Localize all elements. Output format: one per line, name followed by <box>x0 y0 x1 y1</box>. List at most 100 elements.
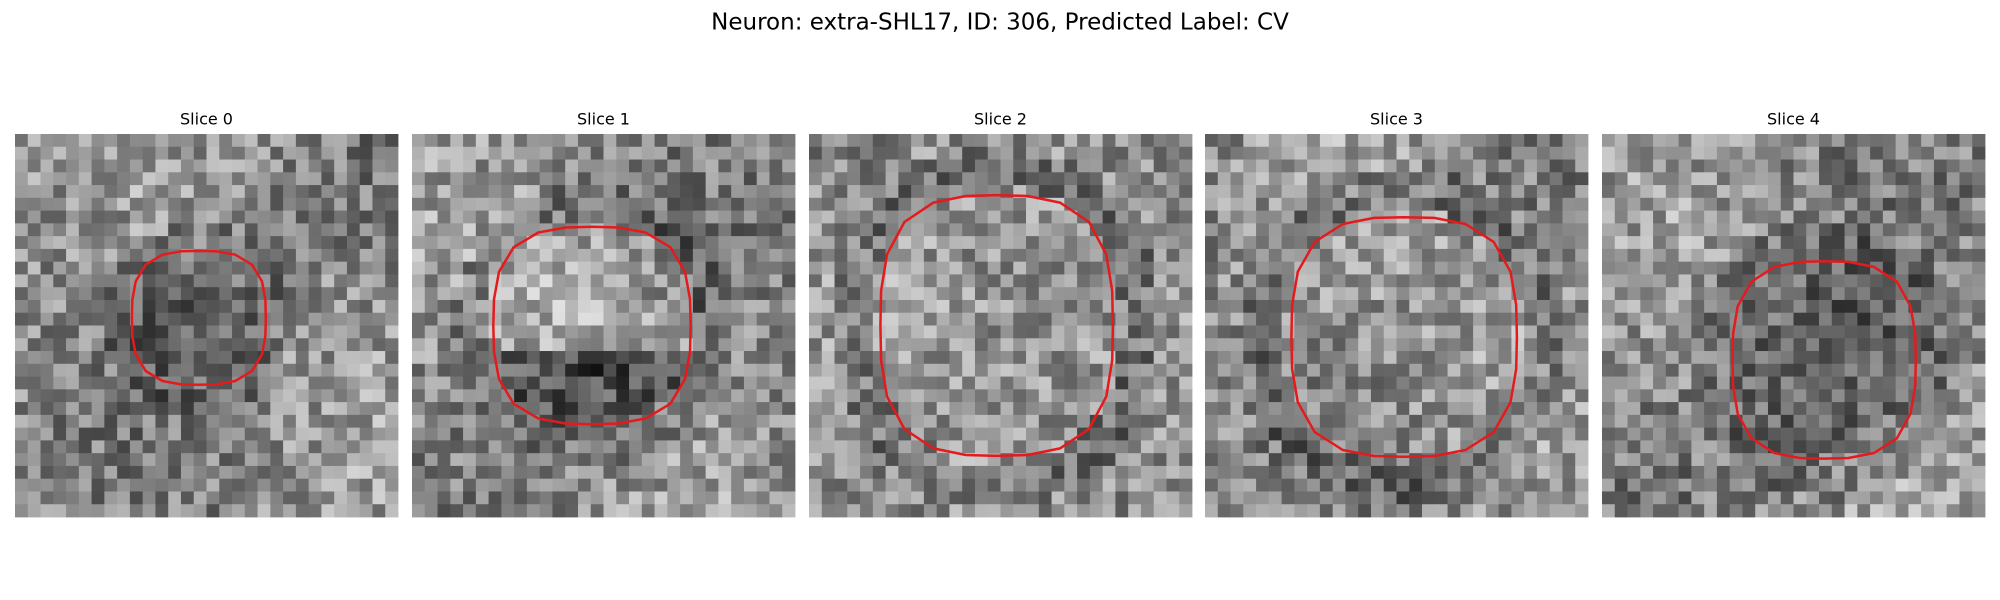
pixel <box>104 440 118 454</box>
pixel <box>117 299 131 314</box>
pixel <box>769 465 783 480</box>
pixel <box>334 453 348 467</box>
pixel <box>809 363 823 377</box>
pixel <box>898 197 912 211</box>
pixel <box>463 159 477 173</box>
pixel <box>603 414 617 429</box>
pixel <box>756 299 770 314</box>
image-panel <box>1602 134 1986 518</box>
pixel <box>1243 478 1257 492</box>
pixel <box>1051 312 1065 326</box>
pixel <box>1115 185 1129 199</box>
pixel <box>244 440 258 454</box>
pixel <box>1524 325 1538 339</box>
pixel <box>91 274 105 288</box>
pixel <box>1870 299 1884 314</box>
pixel <box>283 223 297 237</box>
pixel <box>1908 134 1922 148</box>
pixel <box>359 146 373 160</box>
pixel <box>1077 389 1091 403</box>
pixel <box>1511 134 1525 148</box>
pixel <box>53 261 67 275</box>
pixel <box>1665 389 1679 403</box>
pixel <box>1370 223 1385 237</box>
pixel <box>1562 185 1576 199</box>
pixel <box>1882 363 1897 377</box>
pixel <box>1678 261 1692 275</box>
pixel <box>232 197 246 211</box>
pixel <box>412 146 426 160</box>
pixel <box>962 402 976 416</box>
pixel <box>1536 248 1551 263</box>
pixel <box>1434 478 1448 492</box>
pixel <box>1153 261 1167 275</box>
pixel <box>1294 223 1308 237</box>
pixel <box>1217 491 1231 505</box>
pixel <box>526 325 541 339</box>
pixel <box>1602 261 1616 275</box>
pixel <box>104 351 118 365</box>
pixel <box>1780 134 1794 148</box>
pixel <box>1857 312 1871 326</box>
pixel <box>1972 414 1986 429</box>
pixel <box>1729 478 1743 492</box>
pixel <box>949 248 963 263</box>
pixel <box>1140 185 1155 199</box>
pixel <box>1933 414 1948 429</box>
pixel <box>731 134 745 148</box>
pixel <box>1562 325 1576 339</box>
pixel <box>180 299 195 314</box>
pixel <box>1319 478 1334 492</box>
pixel <box>1716 338 1731 352</box>
pixel <box>257 261 271 275</box>
pixel <box>731 261 745 275</box>
pixel <box>1485 197 1500 211</box>
pixel <box>1755 185 1769 199</box>
pixel <box>821 389 835 403</box>
pixel <box>1205 338 1219 352</box>
pixel <box>91 402 105 416</box>
pixel <box>860 478 874 492</box>
pixel <box>334 504 348 518</box>
pixel <box>1780 363 1794 377</box>
pixel <box>731 478 745 492</box>
pixel <box>731 376 745 390</box>
pixel <box>155 261 169 275</box>
pixel <box>1077 248 1091 263</box>
pixel <box>1485 146 1500 160</box>
pixel <box>1026 504 1040 518</box>
pixel <box>911 185 925 199</box>
pixel <box>1946 210 1960 224</box>
pixel <box>1704 210 1718 224</box>
pixel <box>1447 491 1461 505</box>
pixel <box>577 389 592 403</box>
pixel <box>142 134 156 148</box>
pixel <box>1498 274 1512 288</box>
pixel <box>974 402 989 416</box>
pixel <box>1946 248 1960 263</box>
pixel <box>1243 338 1257 352</box>
pixel <box>308 159 322 173</box>
pixel <box>270 287 284 301</box>
pixel <box>705 197 719 211</box>
pixel <box>1921 414 1935 429</box>
pixel <box>424 465 438 480</box>
pixel <box>539 159 553 173</box>
pixel <box>1678 389 1692 403</box>
pixel <box>1742 440 1756 454</box>
pixel <box>705 376 719 390</box>
pixel <box>155 491 169 505</box>
pixel <box>488 363 502 377</box>
pixel <box>680 402 694 416</box>
pixel <box>769 338 783 352</box>
pixel <box>78 299 92 314</box>
pixel <box>142 453 156 467</box>
pixel <box>834 159 848 173</box>
pixel <box>1268 287 1282 301</box>
pixel <box>1128 325 1142 339</box>
pixel <box>1536 351 1551 365</box>
pixel <box>1243 363 1257 377</box>
pixel <box>1793 389 1807 403</box>
pixel <box>834 146 848 160</box>
pixel <box>692 312 707 326</box>
